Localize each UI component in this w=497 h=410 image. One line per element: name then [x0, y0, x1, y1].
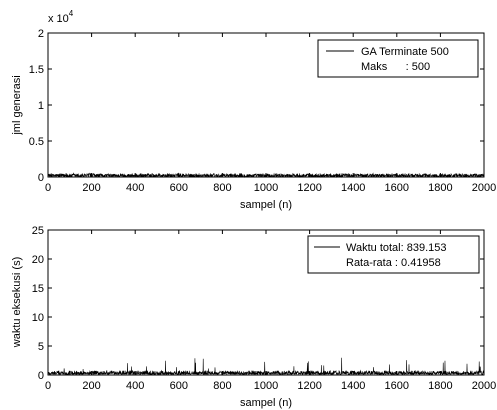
x-tick-label-top: 0 [45, 182, 51, 194]
x-tick-label-bottom: 200 [82, 380, 100, 392]
x-tick-label-top: 600 [170, 182, 188, 194]
y-axis-label-top: jml generasi [11, 75, 23, 135]
legend-box-bottom [307, 235, 480, 274]
y-tick-label-bottom: 5 [38, 341, 44, 353]
x-tick-label-top: 400 [126, 182, 144, 194]
y-tick-label-top: 1.5 [29, 64, 44, 76]
x-tick-label-top: 2000 [472, 182, 496, 194]
y-tick-label-bottom: 15 [32, 283, 44, 295]
x-tick-label-bottom: 1800 [428, 380, 452, 392]
series-line-top [47, 172, 485, 178]
series-line-path-top [47, 172, 485, 178]
y-tick-label-top: 0.5 [29, 136, 44, 148]
x-tick-label-bottom: 1000 [254, 380, 278, 392]
chart-bottom: 0 200 400 600 800 1000 1200 1400 1600 1800 2000 0 5… [11, 225, 496, 409]
x-tick-label-top: 1800 [428, 182, 452, 194]
x-tick-label-bottom: 2000 [472, 380, 496, 392]
y-tick-label-bottom: 0 [38, 370, 44, 382]
x-tick-label-bottom: 1200 [297, 380, 321, 392]
legend-entry-2-top: Maks : 500 [361, 61, 430, 73]
x-ticks-bottom: 0 200 400 600 800 1000 1200 1400 1600 1800 2000 [45, 230, 496, 392]
x-tick-label-bottom: 1600 [385, 380, 409, 392]
series-line-bottom [47, 357, 485, 376]
x-tick-label-top: 1600 [385, 182, 409, 194]
y-tick-label-bottom: 10 [32, 312, 44, 324]
legend-box-top [317, 39, 479, 78]
series-line-path-bottom [47, 357, 485, 376]
y-axis-label-bottom: waktu eksekusi (s) [11, 257, 23, 348]
y-tick-label-top: 2 [38, 28, 44, 40]
x-tick-label-bottom: 0 [45, 380, 51, 392]
y-tick-label-bottom: 20 [32, 254, 44, 266]
x-tick-label-top: 200 [82, 182, 100, 194]
x-tick-label-bottom: 400 [126, 380, 144, 392]
x-axis-label-top: sampel (n) [240, 199, 292, 211]
y-ticks-bottom: 0 5 10 15 20 25 [32, 225, 484, 382]
y-ticks-top: 0 0.5 1 1.5 2 [29, 28, 484, 184]
x-tick-label-top: 1400 [341, 182, 365, 194]
y-tick-label-top: 1 [38, 100, 44, 112]
x-axis-label-bottom: sampel (n) [240, 397, 292, 409]
legend-top: GA Terminate 500 Maks : 500 [317, 39, 479, 78]
x-tick-label-top: 800 [213, 182, 231, 194]
x-ticks-top: 0 200 400 600 800 1000 1200 1400 1600 1800 2000 [45, 33, 496, 194]
y-tick-label-top: 0 [38, 172, 44, 184]
y-exponent-top: x 104 [48, 9, 74, 25]
x-tick-label-top: 1200 [297, 182, 321, 194]
x-tick-label-bottom: 1400 [341, 380, 365, 392]
legend-entry-1-top: GA Terminate 500 [361, 46, 449, 58]
x-tick-label-bottom: 600 [170, 380, 188, 392]
chart-top: 0 200 400 600 800 1000 1200 1400 1600 1800 2000 00… [11, 9, 496, 211]
legend-bottom: Waktu total: 839.153 Rata-rata : 0.41958 [307, 235, 480, 274]
y-tick-label-bottom: 25 [32, 225, 44, 237]
x-tick-label-top: 1000 [254, 182, 278, 194]
x-tick-label-bottom: 800 [213, 380, 231, 392]
legend-entry-2-bottom: Rata-rata : 0.41958 [346, 257, 441, 269]
legend-entry-1-bottom: Waktu total: 839.153 [346, 242, 447, 254]
